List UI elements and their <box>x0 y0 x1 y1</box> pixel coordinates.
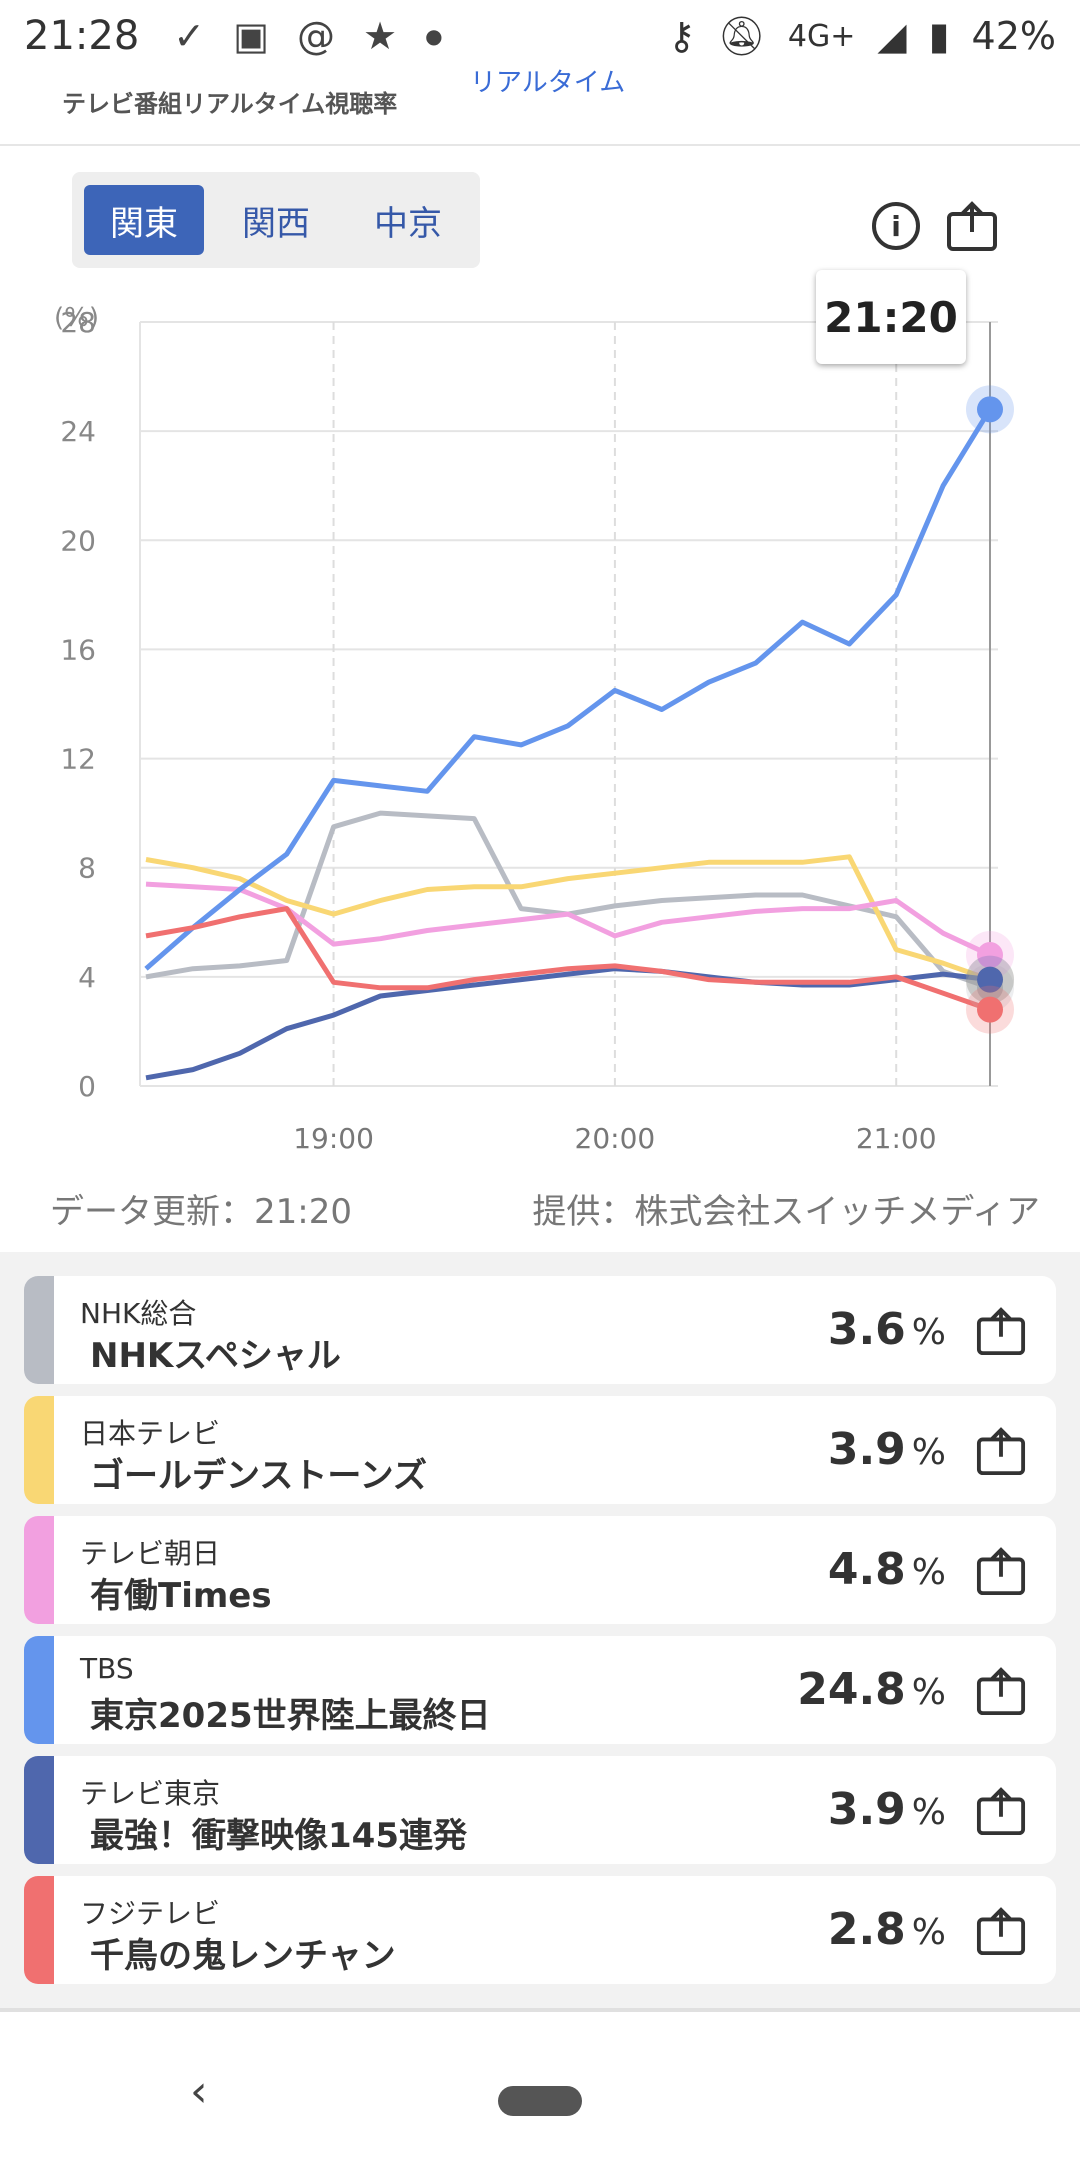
program-name: ゴールデンストーンズ <box>90 1456 427 1496</box>
tab-chukyo[interactable]: 中京 <box>374 203 442 244</box>
series-line-TBS <box>144 407 993 971</box>
data-updated-label: データ更新：21:20 <box>50 1192 352 1232</box>
battery-icon: ▮ <box>928 14 950 58</box>
status-bar: 21:28 ✓ ▣ @ ★ ● ⚷ 🔕︎ 4G+ ◢ ▮ 42% <box>0 0 1080 72</box>
share-icon[interactable] <box>976 1786 1026 1840</box>
download-done-icon: ✓ <box>173 14 206 58</box>
battery-percent: 42% <box>971 14 1056 58</box>
program-name: 有働Times <box>90 1576 272 1616</box>
series-line-テレビ東京 <box>145 966 991 1081</box>
channel-card[interactable]: テレビ東京 最強！衝撃映像145連発 3.9% <box>24 1756 1056 1864</box>
series-line-日本テレビ <box>145 854 991 982</box>
page-header: リアルタイム テレビ番組リアルタイム視聴率 <box>0 68 1080 146</box>
channel-color-bar <box>24 1276 54 1384</box>
signal-icon: ◢ <box>877 14 907 58</box>
channel-name: TBS <box>80 1652 134 1685</box>
channel-name: テレビ朝日 <box>80 1537 221 1570</box>
y-tick-label: 28 <box>60 306 96 339</box>
x-tick-label: 20:00 <box>575 1122 656 1155</box>
threads-icon: @ <box>297 14 336 58</box>
rating-value: 3.9% <box>827 1424 946 1475</box>
channel-card[interactable]: テレビ朝日 有働Times 4.8% <box>24 1516 1056 1624</box>
program-name: 千鳥の鬼レンチャン <box>90 1936 396 1976</box>
back-icon[interactable]: ‹ <box>190 2066 208 2117</box>
share-icon[interactable] <box>976 1906 1026 1960</box>
y-tick-label: 12 <box>60 743 96 776</box>
share-icon[interactable] <box>976 1546 1026 1600</box>
x-tick-label: 21:00 <box>856 1122 937 1155</box>
star-icon: ★ <box>363 14 398 58</box>
end-marker-point <box>977 396 1003 423</box>
x-tick-label: 19:00 <box>293 1122 374 1155</box>
program-name: 最強！衝撃映像145連発 <box>90 1816 467 1856</box>
end-marker-point <box>977 942 1003 969</box>
y-tick-label: 0 <box>78 1070 96 1103</box>
provider-label: 提供：株式会社スイッチメディア <box>532 1192 1040 1232</box>
rating-value: 4.8% <box>827 1544 946 1595</box>
channel-card[interactable]: フジテレビ 千鳥の鬼レンチャン 2.8% <box>24 1876 1056 1984</box>
rating-value: 2.8% <box>827 1904 946 1955</box>
image-icon: ▣ <box>233 14 270 58</box>
y-tick-label: 8 <box>78 852 96 885</box>
y-tick-label: 4 <box>78 961 96 994</box>
series-line-フジテレビ <box>145 906 991 1012</box>
nav-bar: ‹ <box>0 2016 1080 2160</box>
channel-color-bar <box>24 1636 54 1744</box>
header-partial-text: リアルタイム <box>470 68 626 98</box>
info-icon[interactable]: i <box>872 202 920 250</box>
tab-kansai[interactable]: 関西 <box>242 203 310 244</box>
channel-color-bar <box>24 1516 54 1624</box>
home-pill[interactable] <box>498 2086 582 2116</box>
vpn-key-icon: ⚷ <box>667 14 696 58</box>
dot-icon: ● <box>425 24 443 48</box>
channel-color-bar <box>24 1756 54 1864</box>
bell-off-icon: 🔕︎ <box>717 13 766 58</box>
share-icon[interactable] <box>946 200 998 256</box>
chart-footer: データ更新：21:20 提供：株式会社スイッチメディア <box>50 1184 1040 1233</box>
channel-color-bar <box>24 1396 54 1504</box>
share-icon[interactable] <box>976 1306 1026 1360</box>
rating-value: 3.9% <box>827 1784 946 1835</box>
region-tabs: 関東 関西 中京 <box>72 172 480 268</box>
channel-card[interactable]: TBS 東京2025世界陸上最終日 24.8% <box>24 1636 1056 1744</box>
rating-value: 3.6% <box>827 1304 946 1355</box>
tab-kanto[interactable]: 関東 <box>84 185 204 255</box>
share-icon[interactable] <box>976 1426 1026 1480</box>
end-marker-point <box>977 996 1003 1023</box>
channel-list: NHK総合 NHKスペシャル 3.6% 日本テレビ ゴールデンストーンズ 3.9… <box>0 1252 1080 2012</box>
program-name: NHKスペシャル <box>90 1336 341 1376</box>
channel-name: フジテレビ <box>80 1897 221 1930</box>
channel-name: 日本テレビ <box>80 1417 221 1450</box>
program-name: 東京2025世界陸上最終日 <box>90 1696 491 1736</box>
end-marker-point <box>977 966 1003 993</box>
time-tooltip: 21:20 <box>816 270 966 364</box>
status-time: 21:28 <box>24 13 140 59</box>
share-icon[interactable] <box>976 1666 1026 1720</box>
channel-card[interactable]: 日本テレビ ゴールデンストーンズ 3.9% <box>24 1396 1056 1504</box>
rating-line-chart[interactable]: (%) 0 4 8 12 16 20 24 28 19:00 20:00 21:00 <box>0 280 1080 1180</box>
page-subtitle: テレビ番組リアルタイム視聴率 <box>62 90 398 118</box>
channel-name: NHK総合 <box>80 1297 197 1330</box>
rating-value: 24.8% <box>797 1664 946 1715</box>
y-tick-label: 16 <box>60 633 96 666</box>
channel-name: テレビ東京 <box>80 1777 221 1810</box>
y-tick-label: 24 <box>60 415 96 448</box>
y-tick-label: 20 <box>60 524 96 557</box>
channel-card[interactable]: NHK総合 NHKスペシャル 3.6% <box>24 1276 1056 1384</box>
y-unit-label: (%) <box>54 303 99 333</box>
network-label: 4G+ <box>787 18 856 54</box>
channel-color-bar <box>24 1876 54 1984</box>
